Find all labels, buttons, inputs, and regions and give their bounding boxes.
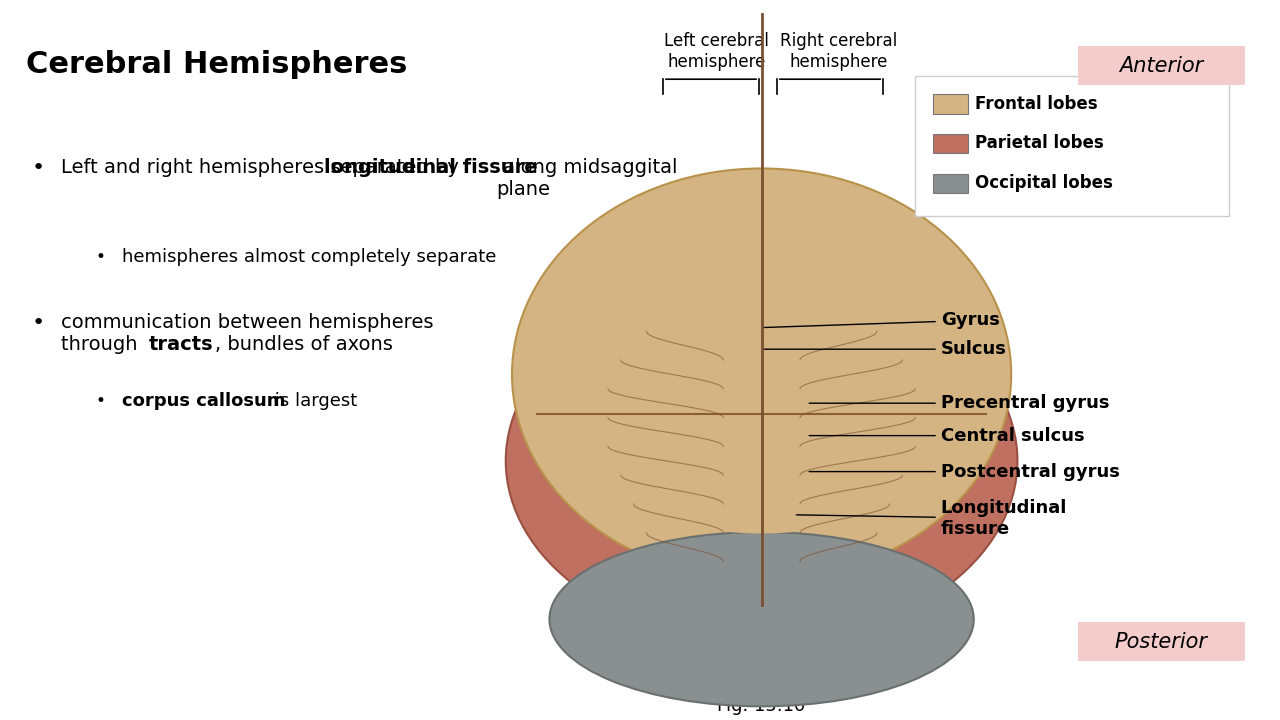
Text: Superior view: Superior view (695, 660, 828, 679)
Ellipse shape (549, 532, 974, 706)
FancyBboxPatch shape (915, 76, 1229, 216)
Ellipse shape (518, 201, 1005, 534)
Text: Parietal lobes: Parietal lobes (975, 135, 1105, 153)
Text: corpus callosum: corpus callosum (122, 392, 285, 410)
Text: •: • (32, 313, 45, 333)
Text: Gyrus: Gyrus (764, 311, 1000, 330)
Text: Central sulcus: Central sulcus (809, 426, 1084, 444)
Text: communication between hemispheres
through: communication between hemispheres throug… (61, 313, 434, 354)
Text: Left and right hemispheres separated by: Left and right hemispheres separated by (61, 158, 466, 177)
Text: Anterior: Anterior (1119, 55, 1203, 76)
Text: along midsaggital
plane: along midsaggital plane (497, 158, 677, 199)
Text: Frontal lobes: Frontal lobes (975, 95, 1098, 113)
Text: Postcentral gyrus: Postcentral gyrus (809, 463, 1120, 481)
FancyBboxPatch shape (933, 134, 968, 153)
Text: Longitudinal
fissure: Longitudinal fissure (796, 499, 1068, 538)
Text: Occipital lobes: Occipital lobes (975, 174, 1114, 192)
Text: tracts: tracts (148, 335, 212, 354)
Text: hemispheres almost completely separate: hemispheres almost completely separate (122, 248, 495, 266)
Text: is largest: is largest (269, 392, 357, 410)
FancyBboxPatch shape (933, 94, 968, 114)
Text: longitudinal fissure: longitudinal fissure (324, 158, 538, 177)
FancyBboxPatch shape (1078, 46, 1245, 85)
Text: Precentral gyrus: Precentral gyrus (809, 395, 1110, 412)
Text: Left cerebral
hemisphere: Left cerebral hemisphere (664, 32, 769, 71)
Text: Posterior: Posterior (1115, 631, 1207, 652)
Text: Cerebral Hemispheres: Cerebral Hemispheres (26, 50, 407, 79)
Text: , bundles of axons: , bundles of axons (215, 335, 393, 354)
Text: •: • (96, 248, 106, 266)
FancyBboxPatch shape (1078, 622, 1245, 661)
Text: Fig. 15.10: Fig. 15.10 (718, 697, 805, 714)
Text: •: • (96, 392, 106, 410)
Ellipse shape (512, 168, 1011, 580)
Text: Right cerebral
hemisphere: Right cerebral hemisphere (780, 32, 897, 71)
Text: •: • (32, 158, 45, 179)
Ellipse shape (506, 279, 1018, 643)
FancyBboxPatch shape (933, 174, 968, 193)
Text: Sulcus: Sulcus (764, 341, 1006, 359)
